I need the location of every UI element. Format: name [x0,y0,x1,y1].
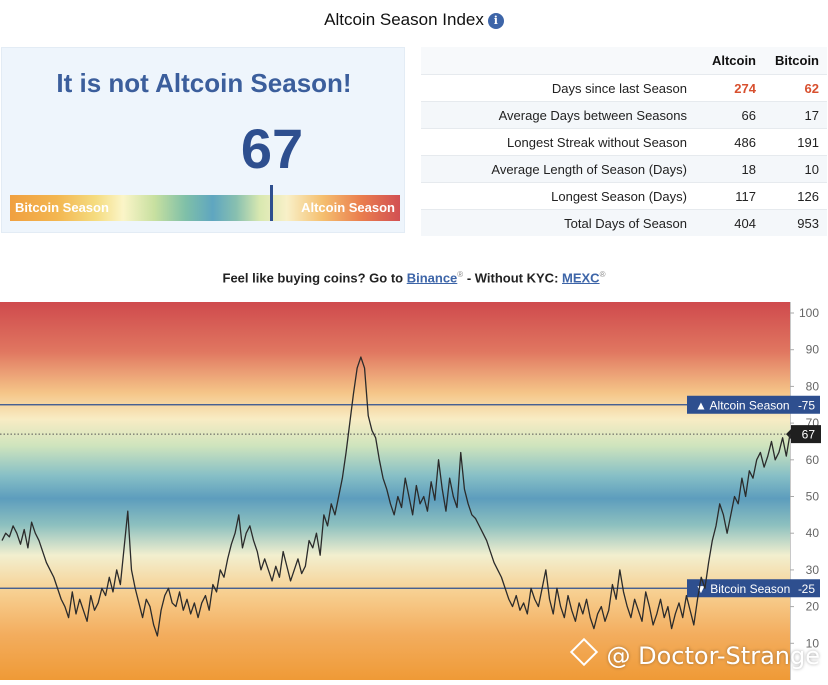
current-value-label: 67 [802,428,816,442]
index-value: 67 [240,117,304,180]
binance-logo-icon [570,637,599,667]
promo-line: Feel like buying coins? Go to Binance® -… [0,270,828,285]
mexc-reg-mark: ® [599,270,606,279]
table-row: Longest Streak without Season 486 191 [421,128,827,156]
table-header-bitcoin: Bitcoin [764,47,827,75]
threshold-value-label: 25 [802,582,816,596]
gauge-label-bitcoin: Bitcoin Season [15,200,109,215]
binance-reg-mark: ® [457,270,464,279]
threshold-label-box [687,579,820,598]
threshold-label: ▲ Altcoin Season [695,398,790,412]
threshold-label: ▼ Bitcoin Season [695,582,790,596]
status-panel: It is not Altcoin Season! 67 Bitcoin Sea… [1,47,405,233]
y-tick-label: 50 [806,490,820,504]
watermark: @ Doctor-Strange [570,637,820,670]
current-value-box [791,425,821,444]
gauge-marker [269,185,273,221]
gauge-label-altcoin: Altcoin Season [301,200,395,215]
table-header-row: Altcoin Bitcoin [421,47,827,75]
table-row: Days since last Season 274 62 [421,74,827,102]
stat-bitcoin-value: 17 [764,101,827,129]
stat-altcoin-value: 274 [701,74,764,102]
y-tick-label: 80 [806,379,820,393]
season-stats-table: Altcoin Bitcoin Days since last Season 27… [421,47,827,236]
stat-bitcoin-value: 126 [764,182,827,210]
y-tick-label: 30 [806,563,820,577]
stat-altcoin-value: 486 [701,128,764,156]
stat-label: Longest Streak without Season [421,128,701,156]
promo-mid: - Without KYC: [463,270,563,286]
stat-label: Average Days between Seasons [421,101,701,129]
threshold-label-box [687,395,820,414]
altcoin-index-chart: 10 20 30 40 50 60 70 80 90 100 ▲ Altcoin Season -7… [0,302,828,680]
info-icon[interactable]: i [487,13,504,29]
season-gauge: Bitcoin Season Altcoin Season [10,185,400,221]
axis-background [790,302,828,680]
table-header-blank [421,47,701,75]
binance-link[interactable]: Binance [406,270,458,286]
status-headline: It is not Altcoin Season! [56,68,352,98]
y-tick-label: 100 [799,306,819,320]
index-series-line [1,356,791,637]
threshold-separator: - [798,398,802,412]
stat-label: Days since last Season [421,74,701,102]
stat-label: Longest Season (Days) [421,182,701,210]
stat-label: Average Length of Season (Days) [421,155,701,183]
stat-bitcoin-value: 10 [764,155,827,183]
page-title: Altcoin Season Index i [0,10,828,30]
stat-altcoin-value: 66 [701,101,764,129]
threshold-value-label: 75 [802,398,816,412]
y-tick-label: 10 [806,636,820,650]
y-tick-label: 40 [806,526,820,540]
stat-bitcoin-value: 62 [764,74,827,102]
table-row: Average Days between Seasons 66 17 [421,101,827,129]
table-row: Longest Season (Days) 117 126 [421,182,827,210]
mexc-link[interactable]: MEXC [562,270,600,286]
stat-altcoin-value: 117 [701,182,764,210]
page-title-text: Altcoin Season Index [324,10,484,29]
stat-label: Total Days of Season [421,209,701,236]
y-tick-label: 20 [806,600,820,614]
y-tick-label: 90 [806,343,820,357]
y-tick-label: 60 [806,453,820,467]
stat-bitcoin-value: 953 [764,209,827,236]
stat-altcoin-value: 404 [701,209,764,236]
table-header-altcoin: Altcoin [701,47,764,75]
stat-bitcoin-value: 191 [764,128,827,156]
table-row: Average Length of Season (Days) 18 10 [421,155,827,183]
threshold-separator: - [798,582,802,596]
stat-altcoin-value: 18 [701,155,764,183]
promo-prefix: Feel like buying coins? Go to [222,270,407,286]
table-row: Total Days of Season 404 953 [421,209,827,236]
chart-background [0,302,790,680]
